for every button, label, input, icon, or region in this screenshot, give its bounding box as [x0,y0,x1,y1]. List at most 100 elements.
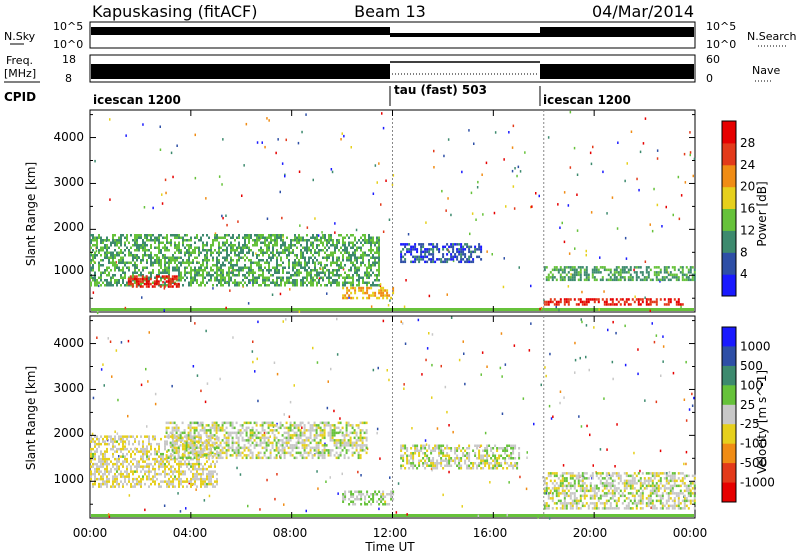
power-echo-cell [336,284,338,287]
velocity-echo-cell [204,467,206,471]
velocity-scatter-point [593,326,595,329]
power-echo-cell [112,234,114,237]
velocity-echo-cell [313,434,316,437]
velocity-echo-cell [206,460,208,463]
velocity-echo-cell [315,426,318,430]
power-echo-cell [336,279,338,282]
velocity-scatter-point [96,336,98,339]
power-echo-cell [124,284,126,287]
velocity-echo-cell [360,493,363,496]
velocity-scatter-point [637,348,639,351]
power-echo-cell [120,259,122,262]
velocity-echo-cell [237,431,240,435]
power-echo-cell [376,241,378,244]
power-echo-cell [152,261,154,264]
power-echo-cell [172,259,174,262]
velocity-echo-cell [357,426,360,430]
power-echo-cell [625,300,628,304]
velocity-echo-cell [237,449,240,452]
velocity-scatter-point [192,365,195,368]
velocity-echo-cell [219,444,222,447]
power-echo-cell [270,259,272,262]
power-echo-cell [92,276,94,279]
power-echo-cell [332,259,334,262]
velocity-echo-cell [180,480,182,483]
power-echo-cell [665,276,668,279]
power-echo-cell [637,303,640,306]
power-echo-cell [408,248,411,251]
freq-tick-bottom: 8 [65,72,72,85]
power-echo-cell [144,276,146,279]
velocity-echo-cell [196,467,198,471]
velocity-scatter-point [206,382,209,385]
power-echo-cell [420,250,423,254]
power-echo-cell [192,276,194,279]
power-echo-cell [378,264,380,267]
power-scatter-point [301,130,303,134]
velocity-scatter-point [574,371,576,374]
power-echo-cell [356,296,359,300]
velocity-echo-cell [171,444,174,447]
power-echo-cell [258,254,260,257]
power-echo-cell [220,236,222,239]
velocity-echo-cell [229,424,232,427]
velocity-echo-cell [160,457,162,461]
velocity-echo-cell [265,431,268,435]
power-echo-cell [104,244,106,247]
power-echo-cell [132,254,134,257]
power-echo-cell [332,269,334,272]
power-echo-cell [216,284,218,287]
velocity-scatter-point [364,501,366,504]
power-echo-cell [98,281,100,284]
power-echo-cell [164,266,166,269]
power-echo-cell [298,241,300,244]
velocity-echo-cell [202,455,204,458]
power-echo-cell [300,256,302,259]
power-echo-cell [452,258,455,261]
velocity-echo-cell [124,457,126,461]
velocity-echo-cell [148,462,150,466]
power-echo-cell [134,254,136,257]
power-echo-cell [611,300,614,304]
power-echo-cell [258,264,260,267]
velocity-echo-cell [311,446,314,450]
cpid-label: CPID [4,90,36,104]
velocity-scatter-point [448,424,450,427]
power-scatter-point [656,157,659,160]
velocity-echo-cell [251,454,254,457]
power-echo-cell [567,276,570,279]
velocity-echo-cell [327,454,330,457]
power-echo-cell [374,261,376,264]
power-echo-cell [157,280,160,283]
power-echo-cell [374,241,376,244]
power-echo-cell [256,281,258,284]
power-scatter-point [298,310,301,313]
power-echo-cell [155,275,158,278]
power-echo-cell [645,298,648,301]
power-echo-cell [352,279,354,282]
velocity-echo-cell [353,451,356,455]
power-echo-cell [320,264,322,267]
power-echo-cell [174,269,176,272]
velocity-echo-cell [267,444,270,447]
power-echo-cell [250,259,252,262]
velocity-echo-cell [94,477,96,481]
velocity-echo-cell [424,447,427,450]
velocity-echo-cell [289,429,292,432]
power-echo-cell [330,239,332,242]
velocity-echo-cell [190,482,192,486]
power-echo-cell [617,273,620,277]
velocity-echo-cell [321,429,324,432]
power-echo-cell [210,274,212,277]
power-echo-cell [270,274,272,277]
velocity-echo-cell [179,439,182,442]
velocity-scatter-point [537,516,539,519]
velocity-echo-cell [263,429,266,432]
power-echo-cell [450,258,453,261]
power-echo-cell [136,254,138,257]
power-scatter-point [326,292,328,295]
power-echo-cell [585,303,588,306]
power-echo-cell [328,256,330,259]
velocity-echo-cell [472,464,475,467]
velocity-echo-cell [510,462,513,465]
